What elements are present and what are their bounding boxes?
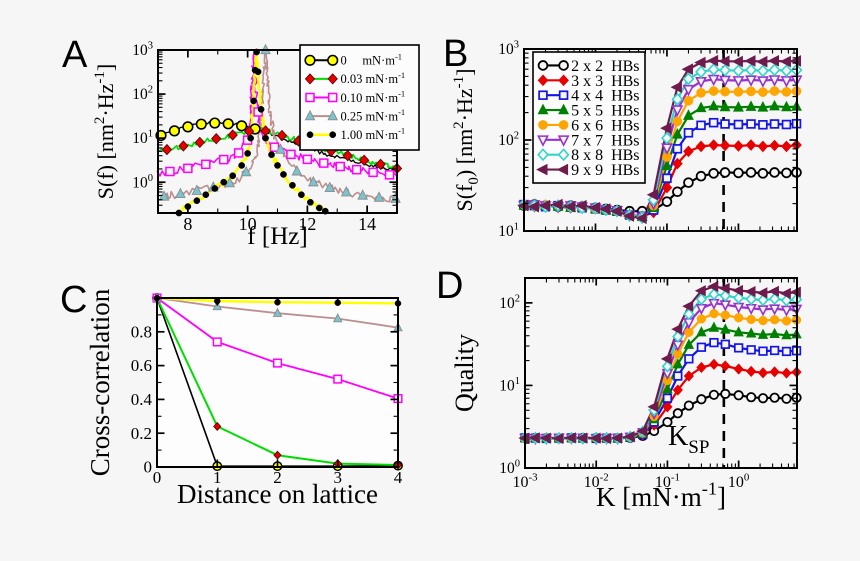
series-markers-hb-8x8 bbox=[519, 288, 803, 445]
panel-A-series-markers bbox=[155, 43, 403, 217]
panel-D-series-lines bbox=[523, 285, 798, 440]
legend-entry-hb-5x5: 5 x 5 HBs bbox=[571, 103, 639, 120]
svg-text:100: 100 bbox=[728, 471, 750, 491]
panel-label-c: C bbox=[60, 279, 88, 321]
svg-text:0.6: 0.6 bbox=[131, 356, 152, 375]
panel-D-annotation: KSP bbox=[668, 421, 709, 458]
legend-entry-tension-0.10: 0.10 mN·m-1 bbox=[340, 89, 405, 105]
legend-entry-tension-1.00: 1.00 mN·m-1 bbox=[340, 126, 405, 142]
series-markers-hb-9x9 bbox=[518, 280, 801, 445]
panel-B-y-axis-label: S(f0) [nm2·Hz-1] bbox=[451, 69, 482, 212]
svg-text:0: 0 bbox=[144, 458, 153, 477]
svg-text:10-2: 10-2 bbox=[584, 471, 609, 491]
svg-text:100: 100 bbox=[132, 173, 153, 192]
panel-A-chart: 8 10 12 14 100 101 102 103 f [Hz] S(f) [nm2·Hz-1]… bbox=[92, 41, 420, 250]
series-markers-tension-0.25 bbox=[158, 43, 401, 203]
series-line-hb-6x6 bbox=[523, 312, 798, 440]
series-markers-hb-6x6 bbox=[520, 309, 802, 444]
svg-text:10-1: 10-1 bbox=[655, 471, 680, 491]
series-markers-tension-1.00 bbox=[175, 48, 329, 217]
svg-text:3: 3 bbox=[334, 468, 343, 487]
svg-text:2: 2 bbox=[273, 468, 282, 487]
svg-text:103: 103 bbox=[498, 40, 519, 59]
panel-A-x-axis-label: f [Hz] bbox=[247, 223, 307, 250]
svg-text:102: 102 bbox=[499, 293, 520, 312]
svg-text:0.4: 0.4 bbox=[131, 390, 153, 409]
legend-entry-tension-0.03: 0.03 mN·m-1 bbox=[340, 70, 405, 86]
svg-text:101: 101 bbox=[499, 376, 520, 395]
legend-entry-hb-2x2: 2 x 2 HBs bbox=[571, 58, 639, 75]
svg-text:102: 102 bbox=[132, 85, 153, 104]
panel-A-legend: 0 mN·m-1 0.03 mN·m-1 0.10 mN·m-1 0.25 mN·m-… bbox=[299, 44, 420, 151]
legend-entry-hb-7x7: 7 x 7 HBs bbox=[571, 132, 639, 149]
panel-C-x-axis-label: Distance on lattice bbox=[177, 479, 378, 509]
svg-text:0: 0 bbox=[153, 468, 162, 487]
panel-C-chart: 0 1 2 3 4 0 0.2 0.4 0.6 0.8 Distance on lattice Cro… bbox=[85, 288, 403, 509]
series-line-hb-7x7 bbox=[523, 302, 798, 440]
legend-entry-hb-4x4: 4 x 4 HBs bbox=[571, 88, 639, 105]
legend-entry-hb-6x6: 6 x 6 HBs bbox=[571, 117, 639, 134]
panel-B-tick-labels: 101 102 103 bbox=[498, 40, 519, 241]
panel-C-tick-labels: 0 1 2 3 4 0 0.2 0.4 0.6 0.8 bbox=[131, 322, 403, 487]
legend-entry-hb-9x9: 9 x 9 HBs bbox=[571, 162, 639, 179]
svg-text:0.8: 0.8 bbox=[131, 322, 152, 341]
panel-D-tick-labels: 10-3 10-2 10-1 100 100 101 102 bbox=[499, 293, 750, 491]
legend-entry-hb-3x3: 3 x 3 HBs bbox=[571, 73, 639, 90]
panel-D-x-axis-label: K [mN·m-1] bbox=[596, 479, 726, 512]
panel-D-chart: 10-3 10-2 10-1 100 100 101 102 K [mN·m-1] Qualit… bbox=[450, 277, 803, 512]
panel-D-y-axis-label: Quality bbox=[450, 334, 479, 412]
svg-text:100: 100 bbox=[499, 459, 520, 478]
svg-text:101: 101 bbox=[498, 222, 519, 241]
svg-text:0.2: 0.2 bbox=[131, 424, 152, 443]
series-markers-tension-0 bbox=[155, 117, 261, 142]
panel-label-b: B bbox=[443, 33, 469, 75]
panel-A-y-axis-label: S(f) [nm2·Hz-1] bbox=[92, 64, 118, 199]
panel-label-d: D bbox=[436, 265, 464, 307]
series-markers-hb-9x9 bbox=[517, 54, 802, 225]
panel-C-y-axis-label: Cross-correlation bbox=[85, 288, 115, 476]
svg-text:101: 101 bbox=[132, 129, 153, 148]
svg-text:8: 8 bbox=[183, 214, 192, 234]
svg-text:14: 14 bbox=[358, 214, 376, 234]
svg-text:12: 12 bbox=[298, 214, 316, 234]
panel-D-ticks bbox=[524, 278, 797, 469]
series-markers-hb-8x8 bbox=[518, 63, 803, 225]
panel-C-ticks bbox=[156, 298, 399, 468]
svg-text:1: 1 bbox=[213, 468, 222, 487]
legend-entry-tension-0: 0 mN·m-1 bbox=[340, 51, 402, 67]
panel-D-series-markers bbox=[518, 280, 803, 446]
svg-text:4: 4 bbox=[394, 468, 403, 487]
svg-text:10: 10 bbox=[239, 214, 257, 234]
legend-entry-hb-8x8: 8 x 8 HBs bbox=[571, 147, 639, 164]
svg-text:10-3: 10-3 bbox=[512, 471, 538, 491]
legend-entry-tension-0.25: 0.25 mN·m-1 bbox=[340, 107, 405, 123]
panel-label-a: A bbox=[62, 34, 88, 76]
panel-B-series-markers bbox=[517, 54, 803, 225]
svg-text:102: 102 bbox=[498, 131, 519, 150]
svg-text:103: 103 bbox=[132, 41, 153, 60]
panel-A-tick-labels: 8 10 12 14 100 101 102 103 bbox=[132, 41, 376, 234]
